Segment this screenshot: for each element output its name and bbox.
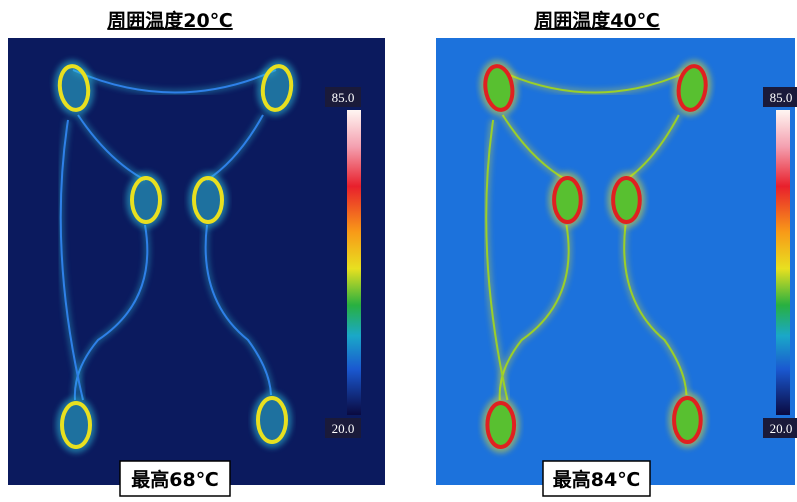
thermal-panel: 周囲温度40℃ 85.0 20.0 最高84℃ bbox=[436, 9, 797, 496]
max-label: 最高84℃ bbox=[553, 468, 640, 491]
max-label: 最高68℃ bbox=[131, 468, 218, 491]
hotspot bbox=[554, 178, 581, 222]
hotspot bbox=[674, 398, 701, 442]
color-bar bbox=[776, 110, 790, 415]
thermal-panel: 周囲温度20℃ 85.0 20.0 最高68℃ bbox=[8, 9, 385, 496]
scale-max: 85.0 bbox=[332, 90, 355, 105]
scale-min: 20.0 bbox=[770, 421, 793, 436]
thermal-comparison: 周囲温度20℃ 85.0 20.0 最高68℃ 周囲温度40℃ 85.0 20.0 最高84℃ bbox=[0, 0, 797, 502]
panel-title: 周囲温度20℃ bbox=[107, 9, 232, 32]
scale-min: 20.0 bbox=[332, 421, 355, 436]
scale-max: 85.0 bbox=[770, 90, 793, 105]
hotspot bbox=[487, 403, 514, 447]
panel-title: 周囲温度40℃ bbox=[534, 9, 659, 32]
color-bar bbox=[347, 110, 361, 415]
hotspot bbox=[613, 178, 640, 222]
